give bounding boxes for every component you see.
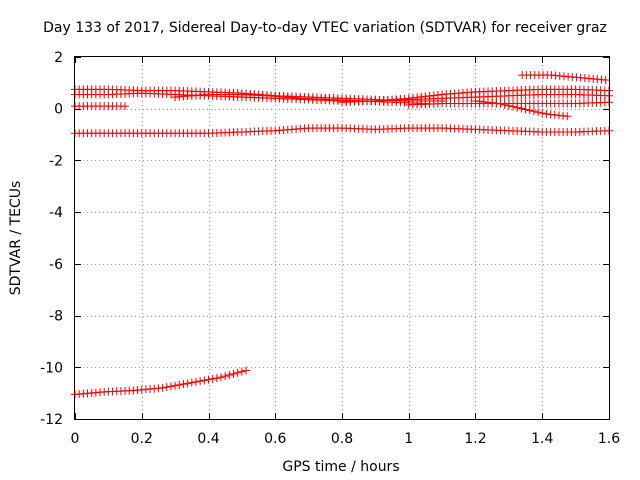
data-point [509,102,518,111]
data-point [601,75,610,84]
series-track-10 [71,366,251,399]
data-point [204,375,213,384]
data-point [212,374,221,383]
y-axis-label: SDTVAR / TECUs [8,181,24,296]
chart-title: Day 133 of 2017, Sidereal Day-to-day VTE… [43,20,607,36]
x-tick-label: 0.4 [197,431,219,447]
y-tick-label: 0 [54,102,63,118]
data-point [196,377,205,386]
x-tick-label: 0.2 [131,431,153,447]
data-point [175,380,184,389]
x-tick-label: 0 [71,431,80,447]
data-point [208,374,217,383]
data-point [517,104,526,113]
data-point [500,100,509,109]
y-tick-label: -6 [49,257,63,273]
data-point [166,382,175,391]
data-point [121,102,130,111]
data-point [492,99,501,108]
x-axis-label: GPS time / hours [282,459,399,475]
data-point [529,107,538,116]
data-points [71,71,613,399]
series-track-9 [471,96,572,121]
data-point [179,380,188,389]
data-point [563,112,572,121]
data-point [496,99,505,108]
data-point [200,376,209,385]
data-point [229,369,238,378]
data-point [513,103,522,112]
y-tick-label: -2 [49,153,63,169]
y-tick-label: -10 [40,360,63,376]
data-point [187,378,196,387]
data-point [237,367,246,376]
y-tick-label: -8 [49,309,63,325]
x-tick-label: 1.4 [531,431,553,447]
data-point [233,368,242,377]
data-point [525,106,534,115]
data-point [221,372,230,381]
data-point [217,373,226,382]
data-point [162,383,171,392]
x-tick-label: 1.2 [464,431,486,447]
data-point [538,109,547,118]
series-track-1 [71,102,130,111]
data-point [183,379,192,388]
series-track-8 [518,71,610,84]
data-point [191,377,200,386]
x-tick-label: 1.6 [598,431,620,447]
grid-layer [75,57,609,419]
x-axis: 0 0.2 0.4 0.6 0.8 1 1.2 1.4 1.6 [71,57,620,447]
data-point [242,366,251,375]
data-point [521,105,530,114]
data-point [534,108,543,117]
data-point [158,383,167,392]
y-tick-label: -12 [40,412,63,428]
data-point [171,381,180,390]
data-point [225,371,234,380]
data-point [504,101,513,110]
y-tick-label: 2 [54,50,63,66]
y-tick-label: -4 [49,205,63,221]
plot-frame [74,56,610,420]
y-axis: 2 0 -2 -4 -6 -8 -10 -12 [40,50,609,428]
x-tick-label: 0.8 [331,431,353,447]
x-tick-label: 1 [404,431,413,447]
x-tick-label: 0.6 [264,431,286,447]
series-track-4 [71,124,613,138]
